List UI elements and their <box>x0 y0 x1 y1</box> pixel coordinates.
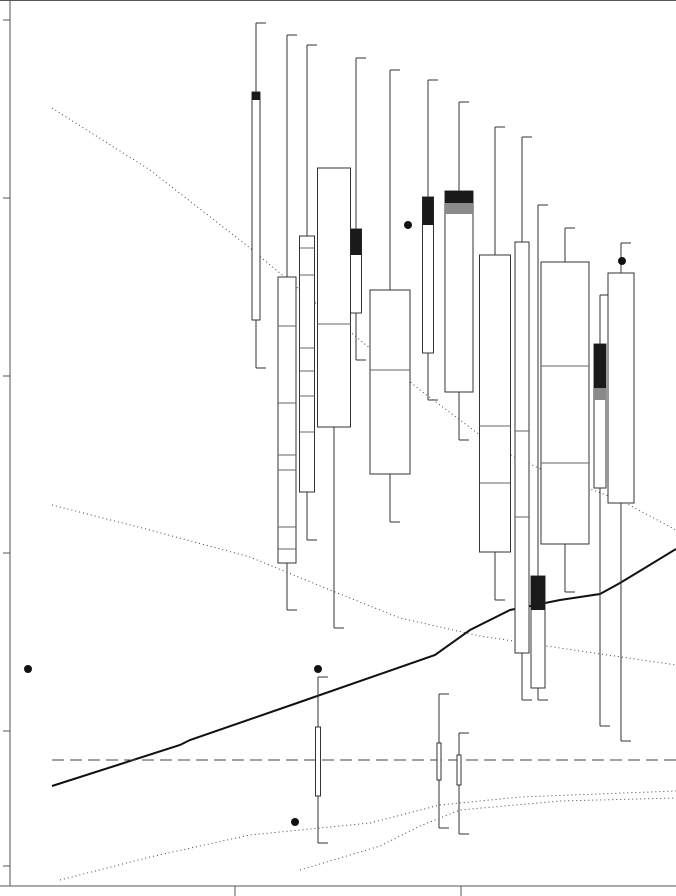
box <box>540 261 590 545</box>
box <box>514 241 530 654</box>
box <box>299 235 315 493</box>
box <box>251 91 261 321</box>
line-solid <box>51 548 676 787</box>
outlier <box>618 257 626 265</box>
outlier <box>291 818 299 826</box>
box <box>317 167 351 428</box>
box <box>444 190 474 393</box>
line-dotted <box>299 797 676 871</box>
box <box>315 726 321 797</box>
box-dark <box>531 576 545 610</box>
box <box>369 289 411 475</box>
outlier <box>404 221 412 229</box>
box <box>277 276 297 564</box>
box <box>456 754 462 786</box>
box-dark <box>252 92 260 100</box>
box-dark <box>594 344 606 388</box>
box-dark <box>350 229 362 255</box>
box-dark <box>422 197 434 225</box>
outlier <box>314 665 322 673</box>
box-gray <box>445 203 473 214</box>
box-gray <box>594 388 606 400</box>
line-dotted <box>51 504 676 666</box>
line-dotted <box>59 790 676 881</box>
box <box>479 254 511 553</box>
outlier <box>24 665 32 673</box>
box-dark <box>445 191 473 203</box>
box <box>607 272 635 504</box>
box <box>436 742 442 781</box>
